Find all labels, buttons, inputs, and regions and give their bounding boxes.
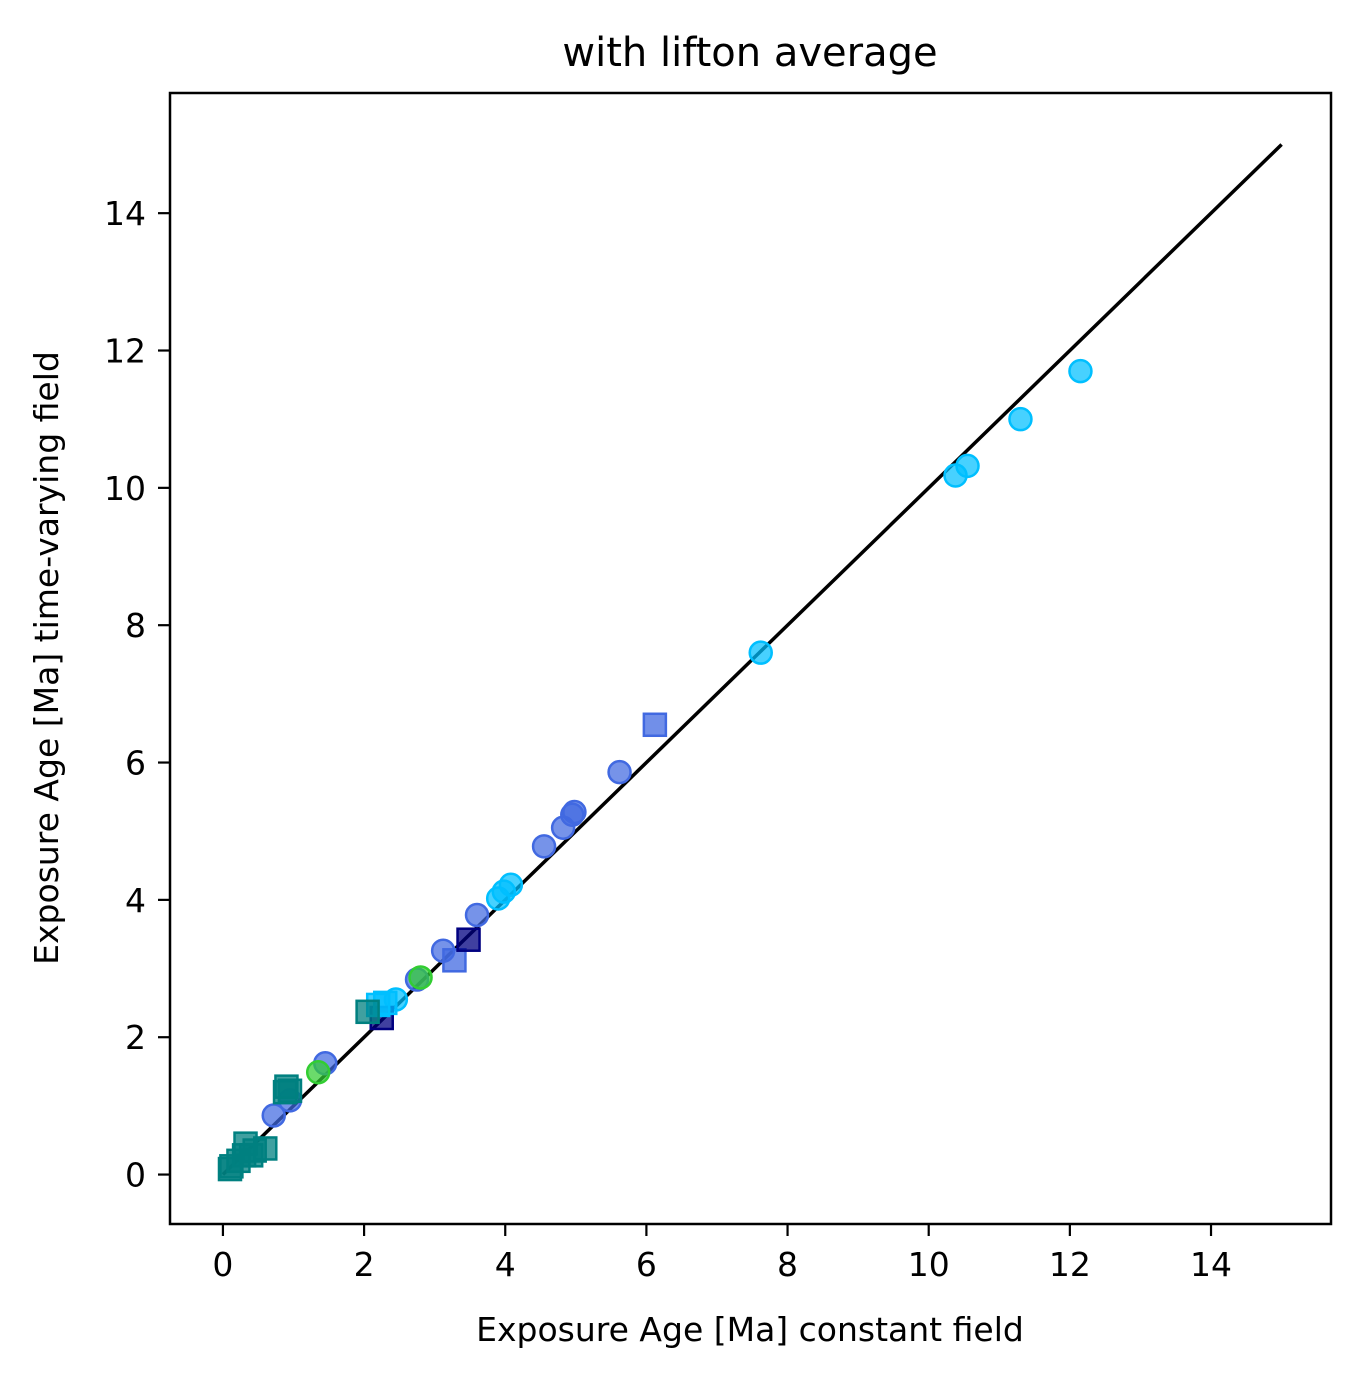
y-tick-label: 6: [125, 744, 146, 783]
y-axis-title: Exposure Age [Ma] time-varying field: [27, 351, 66, 965]
x-tick-label: 8: [777, 1245, 798, 1284]
data-point-circle: [408, 965, 433, 990]
data-point-circle: [607, 759, 632, 785]
x-tick-label: 12: [1049, 1245, 1091, 1284]
data-point-circle: [531, 834, 557, 859]
data-point-square: [642, 712, 668, 738]
x-axis: 0 2 4 6 8 10 12 14: [212, 1224, 1232, 1284]
data-point-circle: [1008, 406, 1033, 432]
x-tick-label: 14: [1190, 1245, 1232, 1284]
x-axis-title: Exposure Age [Ma] constant field: [476, 1310, 1024, 1349]
x-tick-label: 2: [354, 1245, 375, 1284]
y-tick-label: 12: [104, 332, 146, 371]
data-point-square: [442, 948, 467, 973]
data-point-square: [355, 999, 380, 1025]
data-point-square: [277, 1078, 303, 1104]
x-tick-label: 0: [212, 1245, 233, 1284]
y-tick-label: 0: [125, 1156, 146, 1195]
y-tick-label: 8: [125, 606, 146, 645]
data-point-circle: [550, 815, 576, 841]
data-point-circle: [464, 902, 490, 928]
data-point-circle: [485, 886, 511, 911]
y-axis: 0 2 4 6 8 10 12 14: [104, 194, 170, 1195]
y-tick-label: 4: [125, 881, 146, 920]
chart-title: with lifton average: [562, 30, 937, 76]
x-tick-label: 4: [495, 1245, 516, 1284]
data-point-circle: [1068, 358, 1093, 384]
y-tick-label: 2: [125, 1018, 146, 1057]
data-point-circle: [305, 1059, 331, 1085]
data-point-circle: [261, 1103, 286, 1128]
x-tick-label: 6: [636, 1245, 657, 1284]
y-tick-label: 10: [104, 469, 146, 508]
data-points: [217, 358, 1093, 1182]
y-tick-label: 14: [104, 194, 146, 233]
data-point-circle: [943, 463, 968, 488]
plot-area-frame: [168, 91, 1333, 1226]
data-point-square: [219, 1154, 244, 1179]
data-point-square: [456, 927, 481, 952]
x-tick-label: 10: [908, 1245, 950, 1284]
data-point-circle: [748, 640, 773, 665]
